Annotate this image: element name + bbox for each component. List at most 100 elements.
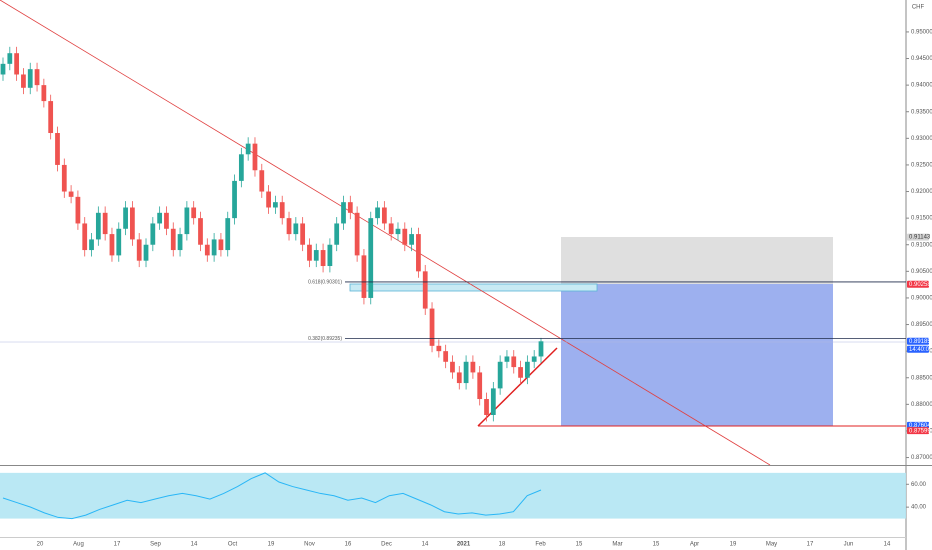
candle-body [14,53,20,75]
price-label: 0.87599 [909,428,931,434]
candle-body [232,180,237,219]
x-tick-label: Aug [73,542,84,548]
x-tick-label: Oct [228,542,238,548]
rsi-line [2,472,542,520]
candle-body [89,239,94,251]
rsi-tick-label: 60.00 [911,482,927,488]
candle-body [170,228,176,251]
x-tick-label: 14 [191,542,198,548]
y-tick-label: 0.90000 [911,296,932,302]
candle-body [334,223,340,245]
candle-body [48,101,54,134]
candle-body [518,367,523,378]
fib-label: 0.618(0.90301) [308,279,342,285]
candle-body [511,356,517,368]
candle-body [313,250,319,261]
x-tick-label: 20 [37,542,44,548]
candle-body [34,69,40,86]
price-label-bg [907,280,929,288]
candle-body [109,234,115,256]
y-tick-label: 0.92500 [911,163,932,169]
candle-body [157,212,163,224]
candle-body [436,345,442,352]
candle-body [259,170,265,192]
candle-body [388,223,394,235]
candle-body [538,341,544,357]
y-tick-label: 0.93000 [911,136,932,142]
candle-body [7,53,13,64]
x-tick-label: Jun [844,542,854,548]
x-tick-label: 16 [345,542,352,548]
candle-body [252,143,258,171]
x-tick-label: May [766,542,777,548]
candle-body [191,207,197,219]
y-tick-label: 0.91000 [911,242,932,248]
candle-body [143,244,149,261]
candle-body [225,218,231,251]
price-label-bg [907,337,929,345]
price-label: 0.90258 [909,282,931,288]
y-tick-label: 0.93500 [911,109,932,115]
candle-body [0,63,6,75]
countdown-bg [907,345,929,353]
candle-body [41,85,47,102]
x-tick-label: 18 [499,542,506,548]
candle-body [218,239,224,251]
candle-body [150,223,156,245]
y-tick-label: 0.91500 [911,216,932,222]
candle-body [164,212,169,229]
x-tick-label: 14 [884,542,891,548]
x-tick-label: 14 [422,542,429,548]
candle-body [341,202,346,224]
candle-body [27,69,33,88]
candle-body [273,202,278,208]
candle-body [198,218,203,245]
candle-body [375,207,380,219]
candle-body [68,191,74,197]
candle-body [130,207,135,240]
candle-body [286,218,292,235]
candle-body [320,250,326,267]
y-tick-label: 0.87000 [911,455,932,461]
candle-body [395,228,401,235]
currency-label: CHF [912,5,925,11]
candle-body [368,218,374,298]
price-label: 0.89185 [909,339,931,345]
candle-body [450,361,455,373]
x-tick-label: Apr [690,542,699,548]
candle-body [443,351,449,362]
candle-body [95,212,101,240]
price-label-bg [907,427,929,435]
candle-body [422,271,428,309]
candle-body [116,228,122,256]
price-label: 0.87604 [909,423,931,429]
y-tick-label: 0.88500 [911,375,932,381]
x-tick-label: 15 [576,542,583,548]
x-tick-label: 19 [268,542,275,548]
candle-body [456,372,462,384]
candle-body [75,196,81,224]
candle-body [490,388,496,415]
fib-label: 0.382(0.89235) [308,336,342,342]
y-tick-label: 0.95000 [911,30,932,36]
candle-body [470,361,476,373]
price-label: 0.91143 [909,235,931,241]
price-label-bg [907,233,929,241]
x-tick-label: Nov [304,542,315,548]
candle-body [136,239,142,261]
candle-body [279,202,285,219]
candle-body [123,207,128,229]
candle-body [347,202,353,213]
zone-rect [349,283,598,292]
candle-body [307,244,312,261]
candle-body [204,244,210,256]
candle-body [102,212,108,235]
trendline [0,0,771,466]
candle-body [429,308,435,346]
countdown: 14:40:01 [909,347,932,353]
rsi-band [0,472,906,519]
candle-body [184,207,190,235]
candle-body [238,154,244,181]
candle-body [21,74,26,88]
